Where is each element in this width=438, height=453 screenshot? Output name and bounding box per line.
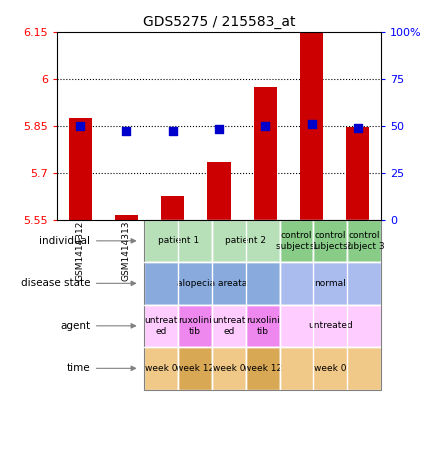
Text: control
subject 2: control subject 2: [310, 231, 351, 251]
Bar: [246, 304, 279, 347]
Point: [123, 128, 130, 135]
Point: [215, 126, 223, 133]
Text: disease state: disease state: [21, 278, 90, 289]
Text: control
subject 1: control subject 1: [276, 231, 318, 251]
Bar: [346, 127, 370, 220]
Bar: [161, 196, 184, 220]
Bar: [178, 347, 212, 390]
Bar: [347, 220, 381, 262]
Point: [308, 120, 315, 127]
Bar: [145, 220, 212, 262]
Text: patient 1: patient 1: [158, 236, 199, 246]
Text: patient 2: patient 2: [226, 236, 266, 246]
Text: week 0: week 0: [314, 364, 346, 373]
Bar: [145, 347, 178, 390]
Text: week 0: week 0: [145, 364, 177, 373]
Bar: [279, 262, 381, 304]
Point: [262, 122, 269, 129]
Bar: [279, 304, 381, 347]
Bar: [246, 347, 279, 390]
Bar: [115, 215, 138, 220]
Title: GDS5275 / 215583_at: GDS5275 / 215583_at: [143, 15, 295, 29]
Text: week 12: week 12: [176, 364, 214, 373]
Text: time: time: [67, 363, 90, 373]
Text: untreat
ed: untreat ed: [212, 316, 246, 336]
Text: agent: agent: [60, 321, 90, 331]
Bar: [212, 304, 246, 347]
Point: [354, 124, 361, 131]
Point: [169, 128, 176, 135]
Text: untreat
ed: untreat ed: [145, 316, 178, 336]
Text: week 0: week 0: [213, 364, 245, 373]
Bar: [279, 220, 314, 262]
Bar: [279, 347, 381, 390]
Bar: [314, 220, 347, 262]
Bar: [68, 118, 92, 220]
Bar: [254, 87, 277, 220]
Text: alopecia areata: alopecia areata: [177, 279, 247, 288]
Text: ruxolini
tib: ruxolini tib: [246, 316, 279, 336]
Text: week 12: week 12: [244, 364, 282, 373]
Bar: [212, 347, 246, 390]
Bar: [178, 304, 212, 347]
Text: normal: normal: [314, 279, 346, 288]
Bar: [145, 220, 381, 390]
Bar: [208, 162, 230, 220]
Bar: [212, 220, 279, 262]
Text: control
subject 3: control subject 3: [343, 231, 385, 251]
Text: individual: individual: [39, 236, 90, 246]
Bar: [145, 304, 178, 347]
Bar: [145, 262, 279, 304]
Text: ruxolini
tib: ruxolini tib: [178, 316, 212, 336]
Point: [77, 122, 84, 129]
Text: untreated: untreated: [308, 321, 353, 330]
Bar: [300, 33, 323, 220]
